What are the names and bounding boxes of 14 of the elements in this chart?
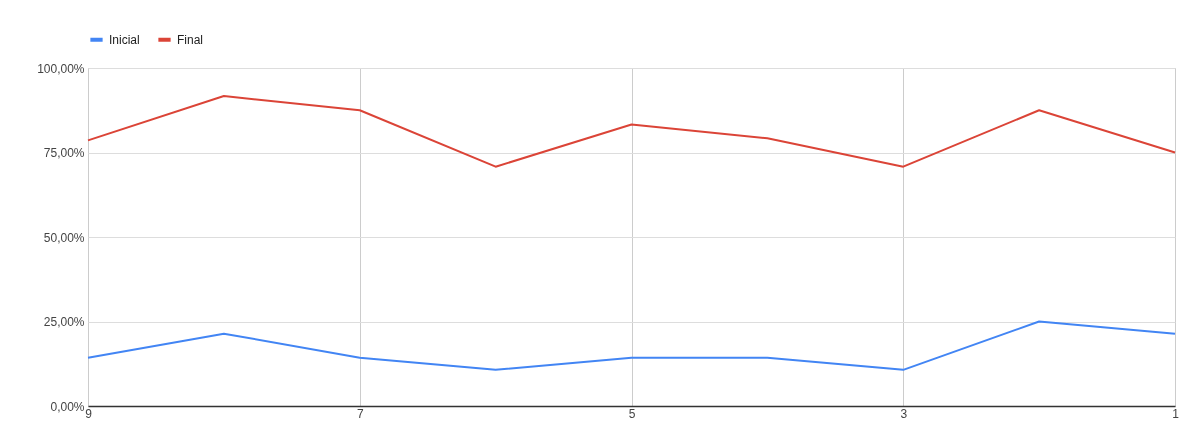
legend-label: Inicial bbox=[109, 32, 140, 47]
x-tick-label: 9 bbox=[85, 406, 93, 421]
y-tick-label: 75,00% bbox=[43, 146, 85, 160]
y-tick-label: 25,00% bbox=[43, 315, 85, 329]
x-tick-label: 3 bbox=[900, 406, 908, 421]
line-series bbox=[87, 320, 1176, 371]
x-tick-label: 7 bbox=[356, 406, 364, 421]
y-tick-label: 50,00% bbox=[43, 230, 85, 245]
line-series bbox=[87, 95, 1176, 168]
y-tick-label: 100,00% bbox=[37, 61, 85, 76]
legend-label: Final bbox=[177, 32, 204, 47]
x-tick-label: 5 bbox=[628, 406, 636, 421]
x-tick-label: 1 bbox=[1172, 406, 1180, 421]
y-tick-label: 0,00% bbox=[50, 399, 85, 414]
